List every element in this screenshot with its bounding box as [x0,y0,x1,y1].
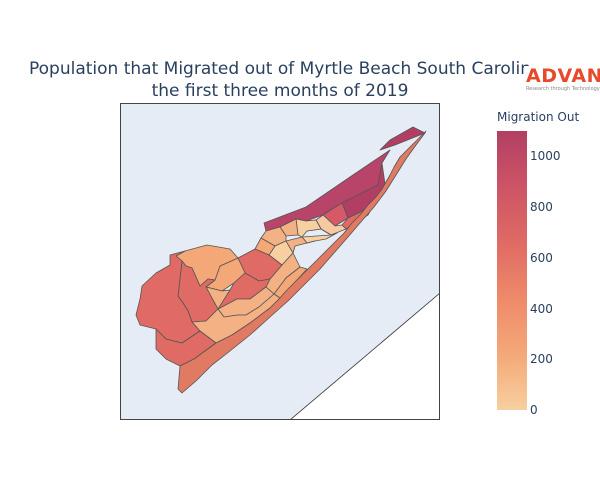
choropleth-map[interactable] [120,103,440,420]
map-frame [120,103,440,420]
title-line-2: the first three months of 2019 [151,81,409,101]
colorbar-tick-label: 800 [530,200,553,215]
land-region-white [289,292,440,420]
logo-brand: ADVAN [526,65,600,87]
colorbar-tick-label: 1000 [530,149,561,164]
colorbar-title: Migration Out [497,110,580,124]
colorbar-tick-label: 400 [530,301,553,316]
census-regions [135,126,427,394]
region[interactable] [285,236,316,254]
logo-tagline: Research through Technology [526,86,600,92]
title-line-1: Population that Migrated out of Myrtle B… [29,59,531,79]
region[interactable] [379,126,426,151]
colorbar-gradient [497,131,527,410]
colorbar-tick-label: 600 [530,250,553,265]
advan-logo: ADVAN Research through Technology [524,66,600,93]
map-title: Population that Migrated out of Myrtle B… [0,58,560,102]
colorbar-tick-label: 200 [530,352,553,367]
colorbar-tick-label: 0 [530,403,538,417]
region[interactable] [177,130,427,394]
